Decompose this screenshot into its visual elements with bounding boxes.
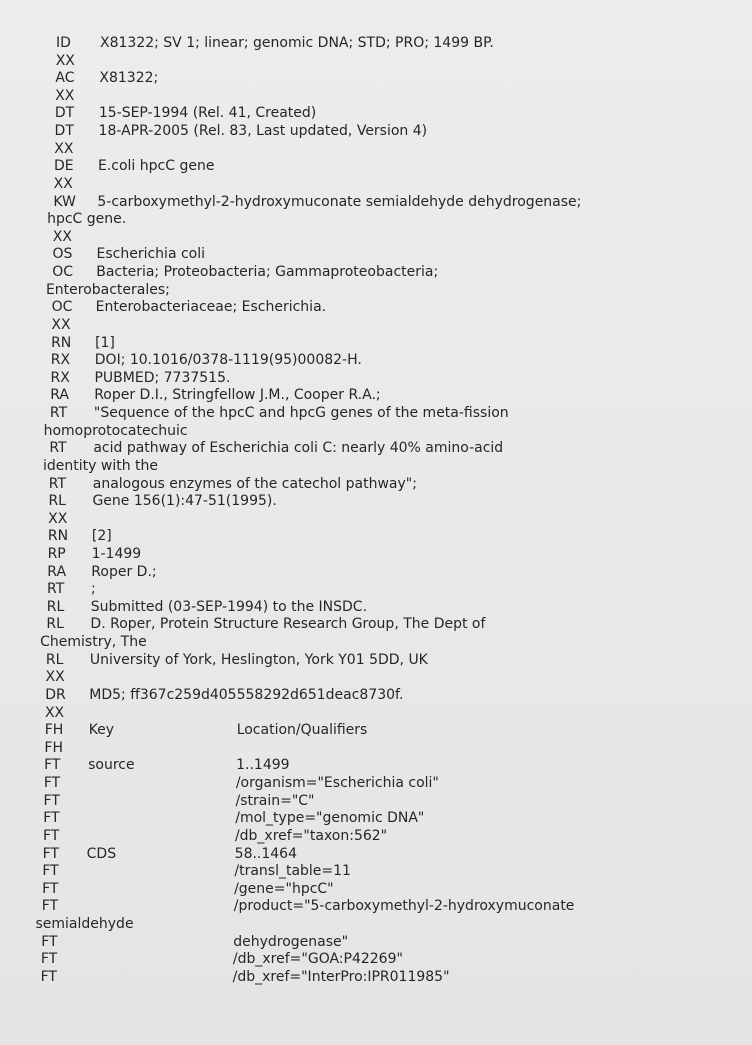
- feature-qualifier: /mol_type="genomic DNA": [235, 810, 425, 827]
- line-code: FT: [42, 845, 60, 862]
- line-text: acid pathway of Escherichia coli C: near…: [93, 440, 504, 457]
- feature-qualifier: 58..1464: [234, 845, 297, 862]
- line-code: OC: [51, 299, 73, 316]
- line-continuation: Chemistry, The: [40, 634, 147, 651]
- line-code: FT: [42, 880, 59, 897]
- line-text: MD5; ff367c259d405558292d651deac8730f.: [89, 686, 404, 703]
- feature-qualifier: /gene="hpcC": [234, 880, 334, 897]
- line-code: FT: [43, 810, 60, 827]
- line-code: RN: [47, 528, 69, 545]
- line-text: X81322; SV 1; linear; genomic DNA; STD; …: [100, 35, 494, 51]
- line-code: FT: [40, 968, 57, 985]
- line-text: 18-APR-2005 (Rel. 83, Last updated, Vers…: [98, 123, 428, 140]
- line-code: RX: [50, 369, 70, 386]
- line-code: RL: [46, 598, 65, 615]
- line-code: RA: [50, 387, 69, 404]
- line-continuation: semialdehyde: [35, 916, 134, 932]
- line-code: XX: [48, 510, 68, 527]
- line-code: DR: [45, 686, 66, 703]
- line-code: RT: [49, 405, 68, 422]
- feature-qualifier: /product="5-carboxymethyl-2-hydroxymucon…: [233, 898, 575, 915]
- line-code: FT: [41, 898, 59, 915]
- line-code: RP: [47, 545, 66, 562]
- line-text: Gene 156(1):47-51(1995).: [92, 493, 277, 510]
- line-code: KW: [53, 193, 76, 210]
- line-code: RL: [48, 493, 66, 510]
- line-code: FT: [43, 775, 61, 792]
- line-code: FH: [44, 722, 64, 739]
- line-text: Enterobacteriaceae; Escherichia.: [95, 299, 327, 316]
- line-code: OC: [52, 264, 74, 281]
- line-code: OS: [52, 246, 73, 263]
- line-code: DT: [54, 123, 74, 140]
- line-code: FT: [42, 863, 59, 880]
- line-text: PUBMED; 7737515.: [94, 369, 231, 386]
- line-code: RT: [49, 440, 67, 457]
- line-text: 1-1499: [91, 545, 142, 562]
- feature-qualifier: /strain="C": [235, 792, 315, 809]
- line-text: Roper D.;: [91, 563, 157, 580]
- line-text: analogous enzymes of the catechol pathwa…: [92, 475, 417, 492]
- line-code: RL: [45, 651, 64, 668]
- line-text: DOI; 10.1016/0378-1119(95)00082-H.: [94, 352, 362, 369]
- feature-qualifier: /db_xref="GOA:P42269": [232, 951, 403, 968]
- feature-qualifier: /db_xref="taxon:562": [234, 827, 388, 844]
- feature-qualifier: Location/Qualifiers: [236, 722, 368, 739]
- line-text: Bacteria; Proteobacteria; Gammaproteobac…: [96, 264, 439, 281]
- line-text: Submitted (03-SEP-1994) to the INSDC.: [90, 598, 368, 615]
- line-code: FH: [44, 739, 63, 756]
- feature-qualifier: /organism="Escherichia coli": [235, 775, 439, 792]
- line-code: DE: [53, 158, 74, 175]
- line-code: DT: [54, 105, 75, 122]
- line-continuation: Enterobacterales;: [45, 281, 170, 298]
- line-text: X81322;: [99, 70, 159, 87]
- line-text: 5-carboxymethyl-2-hydroxymuconate semial…: [97, 193, 582, 210]
- feature-key: CDS: [86, 845, 117, 862]
- line-code: XX: [44, 704, 65, 721]
- line-code: FT: [43, 792, 60, 809]
- line-text: Roper D.I., Stringfellow J.M., Cooper R.…: [94, 387, 381, 404]
- line-code: XX: [51, 316, 71, 333]
- line-continuation: hpcC gene.: [47, 211, 127, 228]
- feature-qualifier: 1..1499: [236, 757, 290, 774]
- line-code: XX: [45, 669, 65, 686]
- line-code: XX: [55, 52, 75, 69]
- line-text: [1]: [95, 334, 115, 351]
- line-code: RT: [47, 581, 65, 598]
- line-text: 15-SEP-1994 (Rel. 41, Created): [98, 105, 317, 122]
- line-code: RN: [51, 334, 72, 351]
- line-text: E.coli hpcC gene: [97, 158, 215, 175]
- line-code: XX: [55, 87, 75, 104]
- line-code: AC: [55, 70, 75, 87]
- feature-qualifier: /db_xref="InterPro:IPR011985": [232, 968, 450, 985]
- line-text: D. Roper, Protein Structure Research Gro…: [90, 616, 486, 633]
- feature-qualifier: /transl_table=11: [234, 863, 351, 880]
- feature-key: source: [88, 757, 135, 774]
- line-code: XX: [53, 175, 73, 192]
- line-code: XX: [52, 228, 72, 245]
- line-text: Escherichia coli: [96, 246, 206, 263]
- line-continuation: identity with the: [43, 457, 159, 474]
- line-code: RT: [48, 475, 67, 492]
- line-text: "Sequence of the hpcC and hpcG genes of …: [93, 405, 509, 422]
- line-code: XX: [54, 140, 74, 157]
- line-code: RA: [47, 563, 67, 580]
- line-code: FT: [41, 933, 58, 950]
- line-continuation: homoprotocatechuic: [43, 422, 188, 439]
- line-text: ;: [91, 581, 96, 598]
- line-code: RX: [50, 352, 71, 369]
- feature-key: Key: [88, 722, 115, 739]
- line-text: University of York, Heslington, York Y01…: [89, 651, 428, 668]
- line-code: FT: [44, 757, 61, 774]
- line-code: RL: [46, 616, 64, 633]
- line-code: FT: [40, 951, 58, 968]
- line-code: ID: [56, 35, 71, 51]
- line-text: [2]: [91, 528, 112, 545]
- line-code: FT: [42, 827, 60, 844]
- feature-qualifier: dehydrogenase": [233, 933, 349, 950]
